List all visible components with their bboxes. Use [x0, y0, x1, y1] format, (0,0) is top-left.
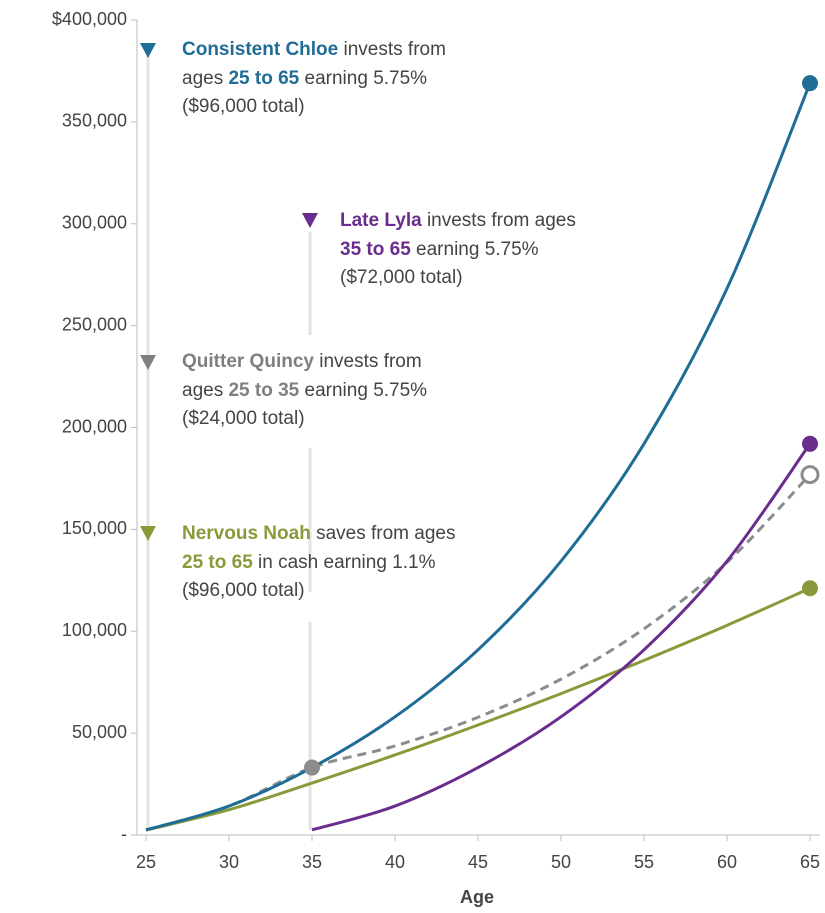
series-line: [145, 586, 811, 832]
y-tick-label: 300,000: [62, 213, 127, 233]
x-tick-label: 35: [302, 852, 322, 872]
y-tick-label: 350,000: [62, 111, 127, 131]
x-tick-label: 40: [385, 852, 405, 872]
x-axis-label: Age: [460, 887, 494, 907]
annotation-range: 25 to 65: [182, 552, 253, 573]
annotation: 35 to 65 earning 5.75%: [340, 239, 539, 260]
annotation: ages 25 to 65 earning 5.75%: [182, 68, 427, 89]
annotation-range: 35 to 65: [340, 239, 411, 260]
annotation-text: earning 5.75%: [411, 239, 539, 260]
annotation-text: invests from: [338, 39, 446, 60]
end-marker: [802, 75, 818, 92]
annotation-text: ($24,000 total): [182, 408, 305, 429]
annotation: Consistent Chloe invests from: [182, 39, 446, 60]
annotation-text: ($72,000 total): [340, 267, 463, 288]
y-tick-label: 50,000: [72, 722, 127, 742]
annotation-text: ages: [182, 68, 228, 89]
y-tick-label: 250,000: [62, 314, 127, 334]
annotation-text: invests from: [314, 351, 422, 372]
annotation-range: 25 to 65: [228, 68, 299, 89]
x-tick-label: 45: [468, 852, 488, 872]
y-tick-label: -: [121, 824, 127, 844]
x-tick-label: 65: [800, 852, 820, 872]
annotation-name: Consistent Chloe: [182, 39, 338, 60]
series-line: [311, 442, 812, 832]
annotation-name: Quitter Quincy: [182, 351, 314, 372]
annotation-name: Nervous Noah: [182, 523, 311, 544]
x-tick-label: 30: [219, 852, 239, 872]
end-marker: [800, 465, 820, 485]
annotation: ages 25 to 35 earning 5.75%: [182, 380, 427, 401]
series-line: [145, 473, 812, 832]
marker-triangle: [140, 355, 156, 370]
x-tick-label: 60: [717, 852, 737, 872]
annotation-text: ($96,000 total): [182, 580, 305, 601]
annotations: Consistent Chloe invests from ages 25 to…: [182, 39, 576, 601]
annotation-text: invests from ages: [422, 210, 576, 231]
x-tick-label: 50: [551, 852, 571, 872]
stop-marker: [304, 759, 320, 776]
annotation: 25 to 65 in cash earning 1.1%: [182, 552, 436, 573]
annotation-range: 25 to 35: [228, 380, 299, 401]
annotation-text: earning 5.75%: [299, 380, 427, 401]
annotation: Nervous Noah saves from ages: [182, 523, 455, 544]
end-marker: [802, 580, 818, 597]
annotation-text: ($96,000 total): [182, 96, 305, 117]
annotation-name: Late Lyla: [340, 210, 422, 231]
annotation-text: saves from ages: [311, 523, 456, 544]
end-marker: [802, 435, 818, 452]
annotation-text: earning 5.75%: [299, 68, 427, 89]
guides: [140, 43, 318, 830]
y-tick-label: 150,000: [62, 518, 127, 538]
marker-triangle: [140, 43, 156, 58]
y-tick-label: 100,000: [62, 620, 127, 640]
annotation-text: in cash earning 1.1%: [253, 552, 436, 573]
annotation: Late Lyla invests from ages: [340, 210, 576, 231]
y-tick-label: 200,000: [62, 416, 127, 436]
marker-triangle: [140, 526, 156, 541]
y-tick-label: $400,000: [52, 9, 127, 29]
annotation-text: ages: [182, 380, 228, 401]
x-tick-label: 25: [136, 852, 156, 872]
marker-triangle: [302, 213, 318, 228]
series-line: [145, 82, 812, 832]
annotation: Quitter Quincy invests from: [182, 351, 422, 372]
x-tick-label: 55: [634, 852, 654, 872]
